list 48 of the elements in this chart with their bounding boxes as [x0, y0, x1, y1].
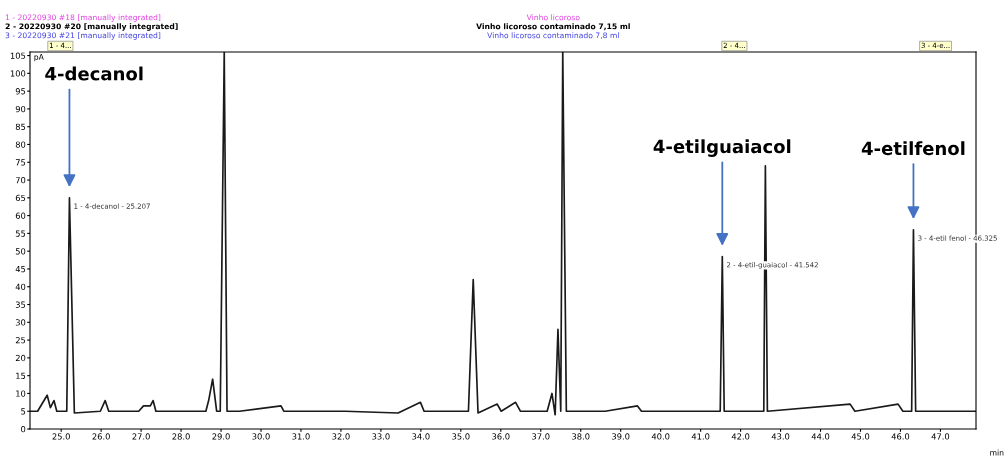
y-tick-label: 15: [16, 372, 26, 379]
y-tick-label: 10: [16, 390, 26, 397]
x-tick-label: 40.0: [651, 433, 670, 440]
y-tick-label: 100: [10, 70, 26, 77]
x-tick-label: 29.0: [212, 433, 230, 440]
x-tick-label: 33.0: [372, 433, 390, 440]
x-tick-label: 37.0: [532, 433, 550, 440]
y-tick-label: 55: [15, 230, 26, 237]
y-tick-label: 65: [15, 194, 26, 202]
x-tick-label: 30.0: [252, 433, 270, 440]
y-tick-label: 20: [15, 354, 26, 362]
y-tick-label: 25: [15, 337, 26, 344]
x-tick-label: 26.0: [92, 433, 110, 440]
x-tick-label: 46.0: [891, 433, 910, 440]
x-tick-label: 45.0: [851, 433, 870, 440]
x-tick-label: 36.0: [492, 433, 510, 440]
y-tick-label: 45: [15, 266, 26, 273]
y-tick-label: 5: [21, 408, 26, 415]
y-tick-label: 30: [15, 319, 26, 326]
y-tick-label: 70: [15, 177, 26, 184]
y-tick-label: 35: [15, 301, 26, 308]
x-tick-label: 41.0: [691, 433, 710, 440]
x-tick-label: 44.0: [811, 433, 830, 440]
y-tick-label: 105: [10, 52, 26, 59]
annotation: 4-decanol: [45, 66, 143, 81]
x-tick-label: 32.0: [332, 433, 350, 440]
annotation: 4-etilfenol: [861, 141, 965, 156]
x-tick-label: 47.0: [931, 433, 950, 440]
y-tick-label: 90: [15, 105, 26, 113]
x-tick-label: 31.0: [292, 433, 310, 440]
annotation: 4-etilguaiacol: [653, 139, 791, 157]
x-tick-label: 35.0: [452, 433, 470, 440]
y-tick-label: 75: [15, 159, 26, 166]
y-tick-label: 60: [15, 212, 26, 219]
y-tick-label: 40: [15, 283, 26, 291]
y-tick-label: 80: [15, 141, 26, 148]
x-tick-label: 28.0: [172, 433, 190, 440]
x-tick-label: 25.0: [52, 433, 70, 440]
x-tick-label: 42.0: [731, 433, 750, 440]
y-tick-label: 95: [15, 88, 26, 95]
y-tick-label: 0: [21, 425, 26, 433]
x-tick-label: 39.0: [612, 433, 630, 440]
x-tick-label: 43.0: [771, 433, 790, 440]
x-tick-label: 38.0: [572, 433, 590, 440]
x-tick-label: 27.0: [132, 433, 150, 440]
y-tick-label: 50: [15, 248, 26, 255]
y-tick-label: 85: [15, 123, 26, 130]
x-tick-label: 34.0: [412, 433, 430, 440]
